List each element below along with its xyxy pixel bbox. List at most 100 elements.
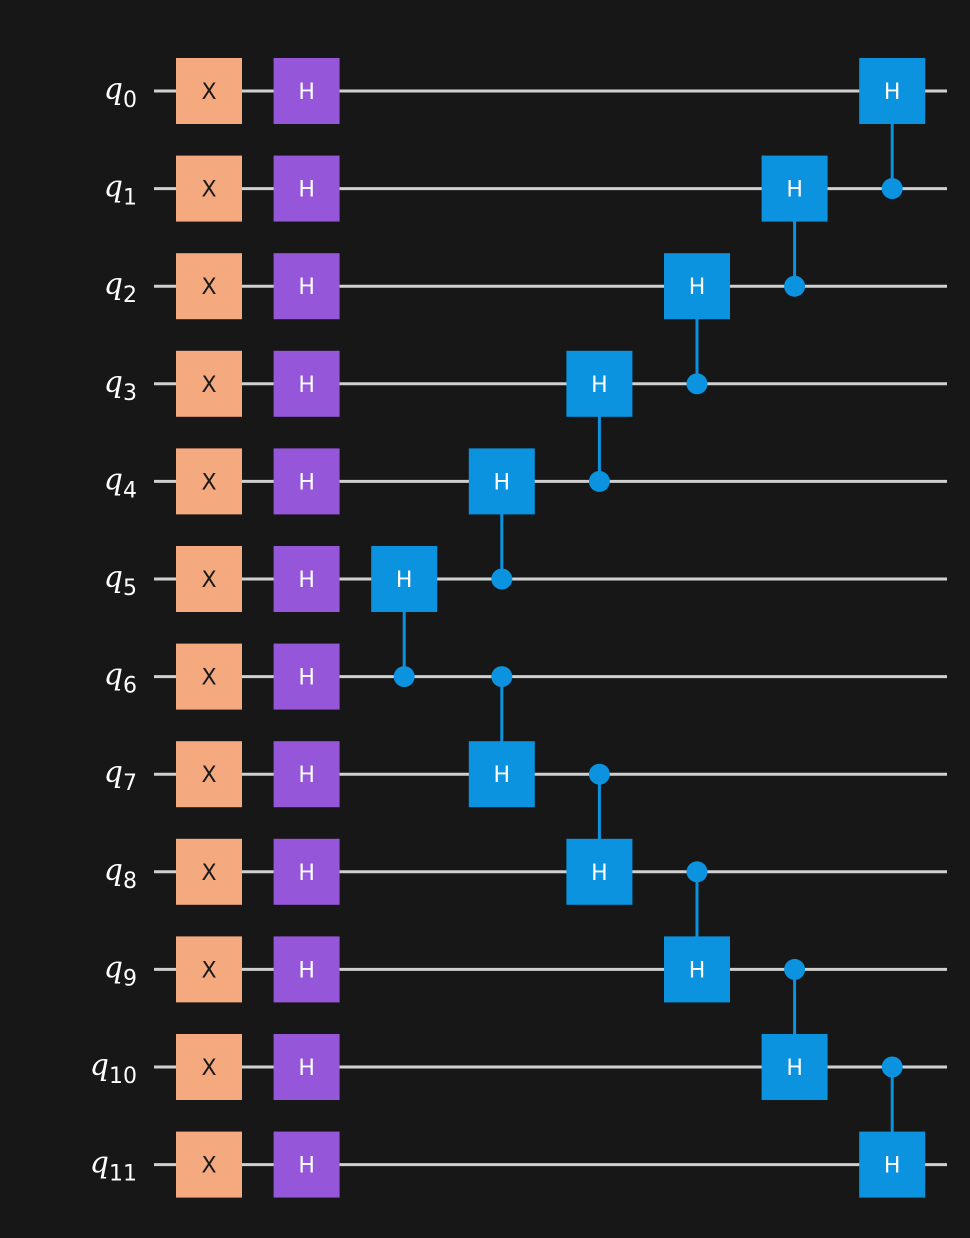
h-gate-q9-box	[273, 936, 340, 1003]
controlled-h-gate-target-q8-label: H	[591, 861, 608, 886]
qubit-label-0: q0	[104, 72, 137, 113]
qubit-label-7: q7	[104, 755, 137, 796]
h-gate-q7-box	[273, 741, 340, 808]
h-gate-q2-box	[273, 253, 340, 320]
h-gate-q0: H	[273, 58, 340, 124]
x-gate-q6: X	[176, 643, 242, 710]
x-gate-q0-label: X	[201, 80, 216, 105]
qubit-label-5: q5	[104, 560, 137, 601]
qubit-label-8: q8	[104, 853, 137, 894]
x-gate-q5-box	[176, 546, 242, 612]
x-gate-q7-label: X	[201, 763, 216, 788]
qubit-label-6: q6	[104, 658, 137, 699]
controlled-h-gate-target-q3-box	[566, 350, 633, 417]
h-gate-q5: H	[273, 546, 340, 612]
control-dot-q6	[393, 666, 415, 688]
x-gate-q0-box	[176, 58, 242, 124]
h-gate-q10-label: H	[298, 1056, 315, 1081]
qubit-label-prefix: q	[104, 365, 123, 400]
controlled-h-gate-target-q10-label: H	[786, 1056, 803, 1081]
qubit-label-prefix: q	[104, 658, 123, 693]
control-dot-q3	[686, 373, 708, 395]
controlled-h-gate-target-q2-box	[664, 253, 730, 320]
controlled-h-gate-target-q3-label: H	[591, 373, 608, 398]
x-gate-q7: X	[176, 741, 242, 808]
qubit-label-9: q9	[104, 950, 137, 991]
qubit-label-4: q4	[104, 462, 137, 503]
qubit-label-index: 0	[123, 88, 137, 113]
controlled-h-gate-target-q3: H	[566, 350, 633, 417]
controlled-h-gate-target-q11: H	[859, 1131, 926, 1198]
controlled-h-gate-target-q4: H	[468, 448, 535, 515]
x-gate-q11-label: X	[201, 1154, 216, 1179]
qubit-label-10: q10	[90, 1048, 137, 1089]
qubit-label-index: 2	[123, 283, 137, 308]
qubit-label-index: 4	[123, 478, 137, 503]
qubit-label-index: 10	[109, 1064, 137, 1089]
controlled-h-gate-target-q11-label: H	[884, 1154, 901, 1179]
x-gate-q3-label: X	[201, 373, 216, 398]
controlled-h-gate-target-q7-box	[468, 741, 535, 808]
qubit-label-11: q11	[90, 1146, 137, 1187]
h-gate-q8-label: H	[298, 861, 315, 886]
x-gate-q1-label: X	[201, 178, 216, 203]
x-gate-q4: X	[176, 448, 242, 515]
x-gate-q10-box	[176, 1034, 242, 1100]
x-gate-q1: X	[176, 155, 242, 222]
h-gate-q8: H	[273, 838, 340, 905]
controlled-h-gate-target-q9-box	[664, 936, 730, 1003]
h-gate-q2-label: H	[298, 275, 315, 300]
qubit-label-prefix: q	[104, 72, 123, 107]
h-gate-q10-box	[273, 1034, 340, 1100]
h-gate-q5-label: H	[298, 568, 315, 593]
controlled-h-gate-target-q5-box	[371, 546, 438, 612]
controlled-h-gate-target-q10: H	[761, 1034, 828, 1100]
controlled-h-gate-target-q11-box	[859, 1131, 926, 1198]
qubit-label-index: 5	[123, 576, 137, 601]
x-gate-q3-box	[176, 350, 242, 417]
control-dot-q10	[881, 1056, 903, 1078]
qubit-label-index: 1	[123, 186, 137, 211]
controlled-h-gate-target-q0-box	[859, 58, 926, 124]
control-dot-q8	[686, 861, 708, 883]
controlled-h-gate-target-q8: H	[566, 838, 633, 905]
control-dot-q7	[588, 763, 610, 785]
h-gate-q2: H	[273, 253, 340, 320]
x-gate-q6-box	[176, 643, 242, 710]
control-dot-q1	[881, 178, 903, 200]
control-dot-q9	[784, 958, 806, 980]
x-gate-q10-label: X	[201, 1056, 216, 1081]
x-gate-q10: X	[176, 1034, 242, 1100]
h-gate-q6: H	[273, 643, 340, 710]
controlled-h-gate-target-q0-label: H	[884, 80, 901, 105]
x-gate-q11: X	[176, 1131, 242, 1198]
control-dot-q2	[784, 275, 806, 297]
qubit-label-prefix: q	[104, 755, 123, 790]
x-gate-q5-label: X	[201, 568, 216, 593]
qubit-label-prefix: q	[104, 853, 123, 888]
h-gate-q10: H	[273, 1034, 340, 1100]
controlled-h-gate-target-q0: H	[859, 58, 926, 124]
controlled-h-gate-target-q2: H	[664, 253, 730, 320]
x-gate-q1-box	[176, 155, 242, 222]
qubit-label-1: q1	[104, 170, 137, 211]
x-gate-q6-label: X	[201, 666, 216, 691]
controlled-h-gate-target-q8-box	[566, 838, 633, 905]
h-gate-q3-box	[273, 350, 340, 417]
control-dot-q4	[588, 470, 610, 492]
h-gate-q6-box	[273, 643, 340, 710]
h-gate-q11: H	[273, 1131, 340, 1198]
h-gate-q0-label: H	[298, 80, 315, 105]
qubit-label-prefix: q	[90, 1146, 109, 1181]
control-dot-q5	[491, 568, 513, 590]
x-gate-q9: X	[176, 936, 242, 1003]
controlled-h-gate-target-q7-label: H	[494, 763, 511, 788]
qubit-label-prefix: q	[104, 170, 123, 205]
h-gate-q11-box	[273, 1131, 340, 1198]
h-gate-q9: H	[273, 936, 340, 1003]
h-gate-q4: H	[273, 448, 340, 515]
x-gate-q2: X	[176, 253, 242, 320]
controlled-h-gate-target-q2-label: H	[689, 275, 706, 300]
x-gate-q4-label: X	[201, 470, 216, 495]
qubit-label-index: 9	[123, 966, 137, 991]
